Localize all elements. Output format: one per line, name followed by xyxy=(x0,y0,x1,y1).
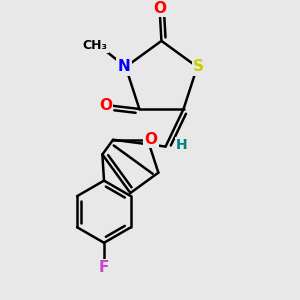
Text: S: S xyxy=(194,59,204,74)
Text: CH₃: CH₃ xyxy=(83,39,108,52)
Text: O: O xyxy=(153,1,166,16)
Text: H: H xyxy=(176,138,188,152)
Text: N: N xyxy=(118,59,130,74)
Text: O: O xyxy=(99,98,112,113)
Text: O: O xyxy=(144,132,158,147)
Text: F: F xyxy=(99,260,109,275)
